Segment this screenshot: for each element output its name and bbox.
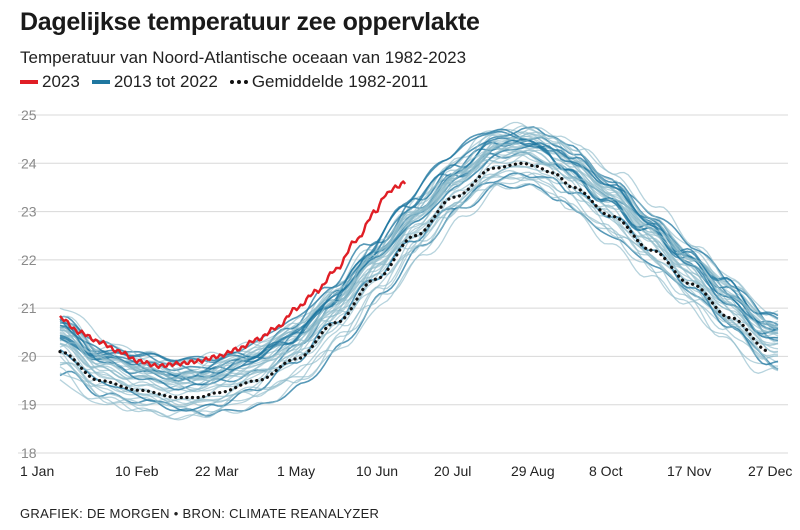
y-tick-label: 21 [21, 300, 37, 316]
legend-swatch-2013-2022 [91, 80, 110, 84]
y-tick-label: 19 [21, 397, 37, 413]
x-tick-label: 1 Jan [20, 463, 54, 479]
y-tick-label: 20 [21, 348, 37, 364]
y-tick-label: 24 [21, 155, 37, 171]
x-tick-label: 17 Nov [667, 463, 711, 479]
series-line-2023 [59, 180, 407, 370]
x-tick-label: 20 Jul [434, 463, 471, 479]
band-year-line [59, 145, 779, 379]
legend-item-2013-2022: 2013 tot 2022 [91, 72, 218, 92]
band-year-line [59, 142, 779, 391]
grid: 25 24 23 22 21 20 19 18 [18, 107, 788, 461]
band-year-line [59, 134, 779, 375]
y-tick-label: 22 [21, 252, 37, 268]
chart-subtitle: Temperatuur van Noord-Atlantische oceaan… [20, 48, 467, 67]
y-tick-label: 25 [21, 107, 37, 123]
band-year-line [59, 154, 779, 391]
band-year-line [59, 138, 779, 386]
band-2013-2022 [59, 121, 779, 421]
x-axis: 1 Jan 10 Feb 22 Mar 1 May 10 Jun 20 Jul 29 Aug… [20, 463, 792, 479]
band-year-line [59, 159, 779, 393]
legend-item-mean: Gemiddelde 1982-2011 [229, 72, 429, 92]
band-year-line [59, 132, 778, 385]
x-tick-label: 29 Aug [511, 463, 555, 479]
band-year-line [59, 164, 779, 406]
band-year-line [59, 147, 779, 381]
band-year-line [59, 128, 779, 362]
legend-label-mean: Gemiddelde 1982-2011 [251, 72, 429, 91]
x-tick-label: 22 Mar [195, 463, 239, 479]
legend-label-2013-2022: 2013 tot 2022 [113, 72, 218, 91]
series [58, 161, 772, 400]
legend: 2023 2013 tot 2022 Gemiddelde 1982-2011 [20, 72, 440, 92]
x-tick-label: 10 Jun [356, 463, 398, 479]
band-year-line [59, 176, 779, 421]
chart-title: Dagelijkse temperatuur zee oppervlakte [20, 8, 480, 36]
y-tick-label: 23 [21, 204, 37, 220]
x-tick-label: 1 May [277, 463, 315, 479]
legend-swatch-mean [229, 80, 248, 84]
band-year-line [59, 142, 779, 392]
x-tick-label: 10 Feb [115, 463, 159, 479]
legend-label-2023: 2023 [42, 72, 80, 91]
y-tick-label: 18 [21, 445, 37, 461]
band-year-line [59, 173, 779, 407]
legend-item-2023: 2023 [20, 72, 80, 92]
band-year-line [59, 163, 779, 406]
legend-swatch-2023 [20, 80, 38, 84]
band-year-line [59, 169, 779, 408]
x-tick-label: 8 Oct [589, 463, 623, 479]
series-line-mean-1982-2011 [58, 161, 772, 400]
source-credit: GRAFIEK: DE MORGEN • BRON: CLIMATE REANA… [20, 506, 380, 521]
x-tick-label: 27 Dec [748, 463, 792, 479]
